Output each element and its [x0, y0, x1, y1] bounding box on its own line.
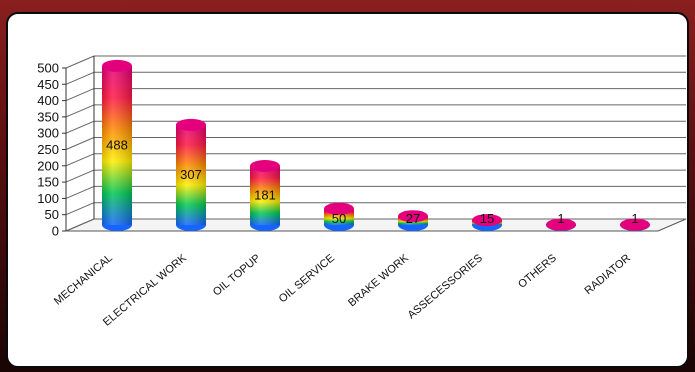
x-tick-label: BRAKE WORK — [346, 252, 411, 310]
bar-oil-topup: 181 — [250, 159, 280, 231]
data-label: 1 — [557, 211, 564, 226]
bar-others: 1 — [546, 211, 576, 231]
gridline-diagonal — [65, 88, 95, 102]
bar-brake-work: 27 — [398, 210, 428, 231]
gridline-diagonal — [65, 202, 95, 216]
gridlines — [65, 55, 686, 232]
bars: 488 307 181 50 27 15 1 1 — [102, 59, 650, 231]
bar-cap — [546, 218, 576, 231]
bar-electrical-work: 307 — [176, 118, 206, 231]
gridline-diagonal — [65, 185, 95, 199]
gridline-diagonal — [65, 104, 95, 118]
chart-floor-plane — [65, 218, 687, 232]
data-label: 15 — [480, 211, 494, 226]
bar-cap — [398, 210, 428, 223]
data-label: 1 — [631, 211, 638, 226]
x-tick-label: OIL SERVICE — [277, 252, 337, 305]
bar-mechanical: 488 — [102, 59, 132, 231]
x-tick-label: RADIATOR — [582, 252, 633, 297]
y-tick-label: 200 — [37, 158, 59, 173]
x-tick-label: MECHANICAL — [52, 252, 115, 308]
bar-radiator: 1 — [620, 211, 650, 231]
bar-cap — [620, 218, 650, 231]
y-tick-label: 150 — [37, 175, 59, 190]
bar-cap — [102, 59, 132, 72]
gridline-diagonal — [65, 218, 95, 232]
data-label: 488 — [106, 137, 128, 152]
y-tick-label: 300 — [37, 126, 59, 141]
y-tick-label: 500 — [37, 61, 59, 76]
x-tick-label: ASSECESSORIES — [406, 252, 485, 321]
y-tick-label: 400 — [37, 93, 59, 108]
data-label: 181 — [254, 187, 276, 202]
x-tick-label: OIL TOPUP — [211, 252, 263, 298]
bar-cap — [324, 202, 354, 215]
bar-oil-service: 50 — [324, 202, 354, 231]
gridline-diagonal — [65, 169, 95, 183]
y-tick-label: 450 — [37, 77, 59, 92]
bar-assecessories: 15 — [472, 211, 502, 231]
chart-floor — [65, 218, 687, 232]
data-label: 50 — [332, 211, 346, 226]
x-tick-label: ELECTRICAL WORK — [101, 252, 189, 329]
gridline-diagonal — [65, 71, 95, 85]
y-tick-label: 0 — [52, 224, 59, 239]
y-tick-label: 250 — [37, 142, 59, 157]
data-label: 307 — [180, 167, 202, 182]
x-tick-label: OTHERS — [516, 252, 559, 291]
data-label: 27 — [406, 211, 420, 226]
gridline-diagonal — [65, 137, 95, 150]
chart-panel: 0 50 100 150 200 250 300 350 400 450 500 488 307 181… — [6, 12, 689, 368]
y-tick-label: 50 — [45, 207, 59, 222]
gridline-diagonal — [65, 120, 95, 134]
y-tick-label: 100 — [37, 191, 59, 206]
bar-cap — [176, 118, 206, 131]
gridline-diagonal — [65, 55, 95, 69]
y-tick-label: 350 — [37, 109, 59, 124]
bar-cap — [250, 159, 280, 172]
bar-cap — [472, 214, 502, 227]
gridline-diagonal — [65, 153, 95, 167]
